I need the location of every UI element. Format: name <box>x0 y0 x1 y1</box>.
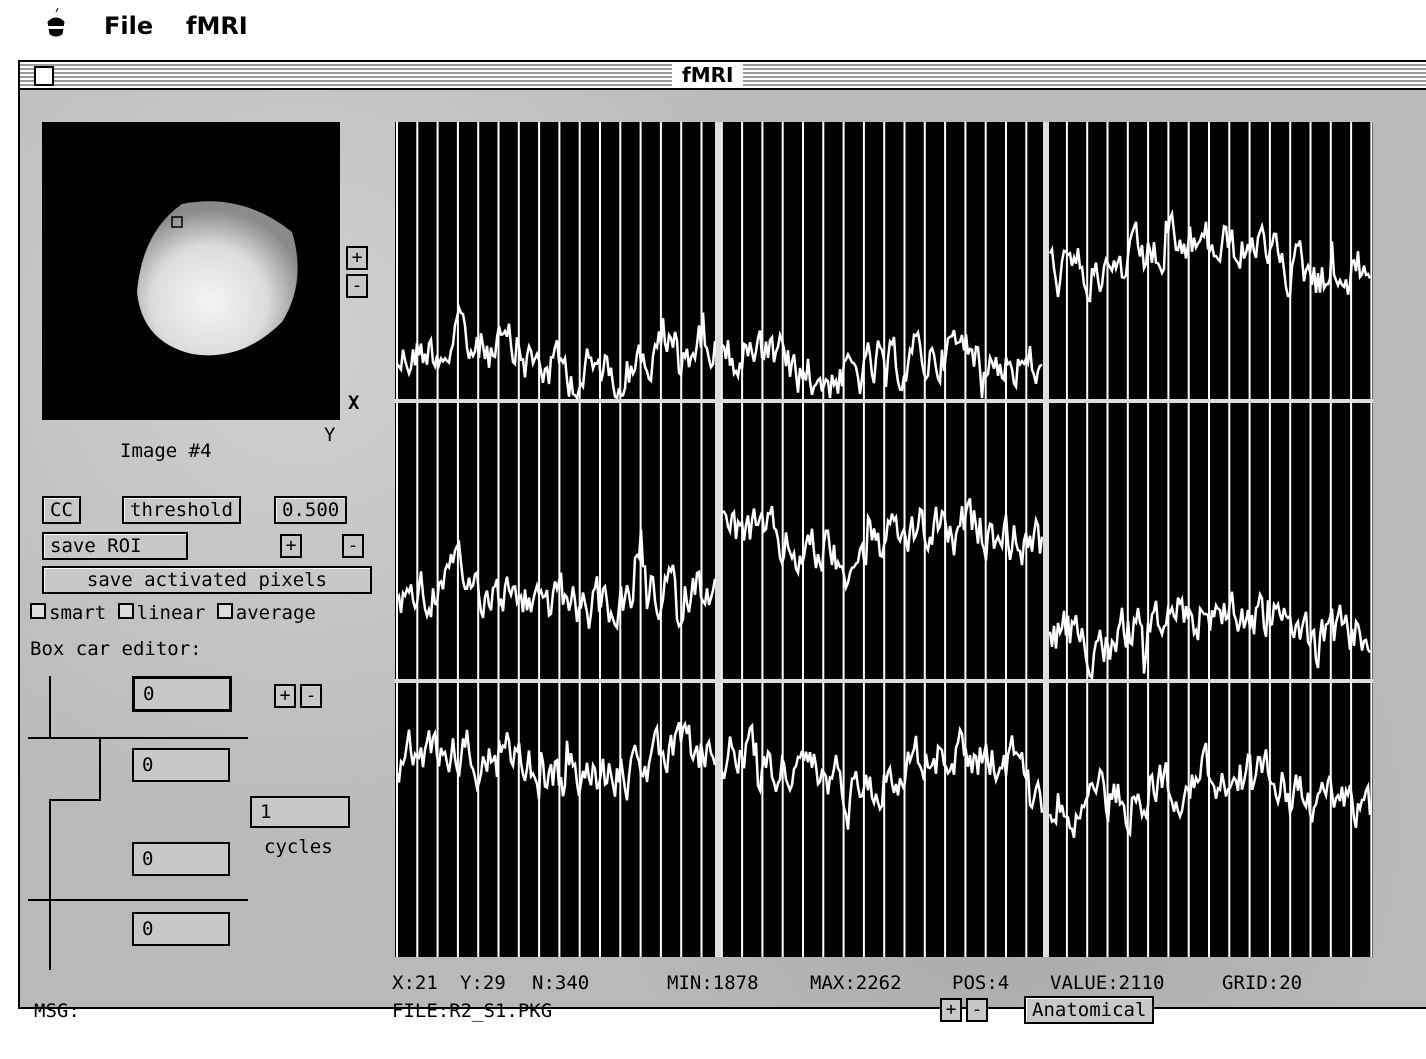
zoom-out-button[interactable]: - <box>346 274 368 298</box>
x-label: X <box>348 392 360 414</box>
save-activated-button[interactable]: save activated pixels <box>42 566 372 594</box>
signal-trace <box>1048 742 1372 838</box>
signal-trace <box>396 302 717 402</box>
minus-button[interactable]: - <box>966 998 988 1022</box>
message-label: MSG: <box>34 1000 80 1022</box>
close-box[interactable] <box>34 66 54 86</box>
file-name: FILE:R2_S1.PKG <box>392 1000 553 1022</box>
checkbox-label: linear <box>136 602 206 624</box>
apple-icon <box>47 8 65 37</box>
signal-trace <box>1048 209 1372 303</box>
status-field: POS:4 <box>952 972 1010 994</box>
threshold-value[interactable]: 0.500 <box>274 496 348 524</box>
plus-button[interactable]: + <box>274 684 296 708</box>
checkbox-row: smart linear average <box>30 602 316 624</box>
box-car-label: Box car editor: <box>30 638 202 660</box>
checkbox[interactable] <box>117 603 134 619</box>
box-car-field[interactable]: 0 <box>132 676 232 712</box>
zoom-in-button[interactable]: + <box>346 246 368 270</box>
minus-button[interactable]: - <box>300 684 322 708</box>
signal-trace <box>721 497 1044 593</box>
signal-trace <box>1048 590 1372 681</box>
y-label: Y <box>324 424 336 446</box>
status-field: Y:29 <box>460 972 506 994</box>
box-car-field[interactable]: 0 <box>132 748 230 782</box>
save-roi-button[interactable]: save ROI <box>42 532 188 560</box>
box-car-field[interactable]: 0 <box>132 912 230 946</box>
menu-item[interactable]: fMRI <box>186 12 248 40</box>
minus-button[interactable]: - <box>342 534 364 558</box>
title-bar: fMRI <box>20 62 1426 90</box>
plus-button[interactable]: + <box>940 998 962 1022</box>
cc-button[interactable]: CC <box>42 496 81 524</box>
status-field: GRID:20 <box>1222 972 1303 994</box>
signal-trace <box>395 529 717 632</box>
checkbox-label: average <box>235 602 316 624</box>
image-view <box>42 122 340 420</box>
plus-button[interactable]: + <box>280 534 302 558</box>
threshold-button[interactable]: threshold <box>122 496 241 524</box>
box-car-field[interactable]: 0 <box>132 842 230 876</box>
status-field: X:21 <box>392 972 438 994</box>
status-field: N:340 <box>532 972 590 994</box>
window-title: fMRI <box>672 62 744 88</box>
checkbox-label: smart <box>49 602 107 624</box>
signal-trace <box>395 720 717 801</box>
cycles-label: cycles <box>264 836 333 858</box>
status-field: MAX:2262 <box>810 972 902 994</box>
status-field: MIN:1878 <box>667 972 759 994</box>
status-field: VALUE:2110 <box>1050 972 1165 994</box>
time-series-grid <box>395 122 1373 957</box>
cycles-field[interactable]: 1 <box>250 796 350 828</box>
signal-trace <box>720 722 1044 830</box>
checkbox[interactable] <box>30 603 46 619</box>
signal-trace <box>721 329 1043 399</box>
checkbox[interactable] <box>216 603 233 619</box>
box-car-diagram <box>28 676 248 970</box>
image-caption: Image #4 <box>120 440 212 462</box>
menu-item[interactable]: File <box>104 12 154 40</box>
window: fMRI + - X Y Image #4 CC threshold 0.500… <box>18 60 1426 1024</box>
mode-button[interactable]: Anatomical <box>1024 996 1155 1024</box>
